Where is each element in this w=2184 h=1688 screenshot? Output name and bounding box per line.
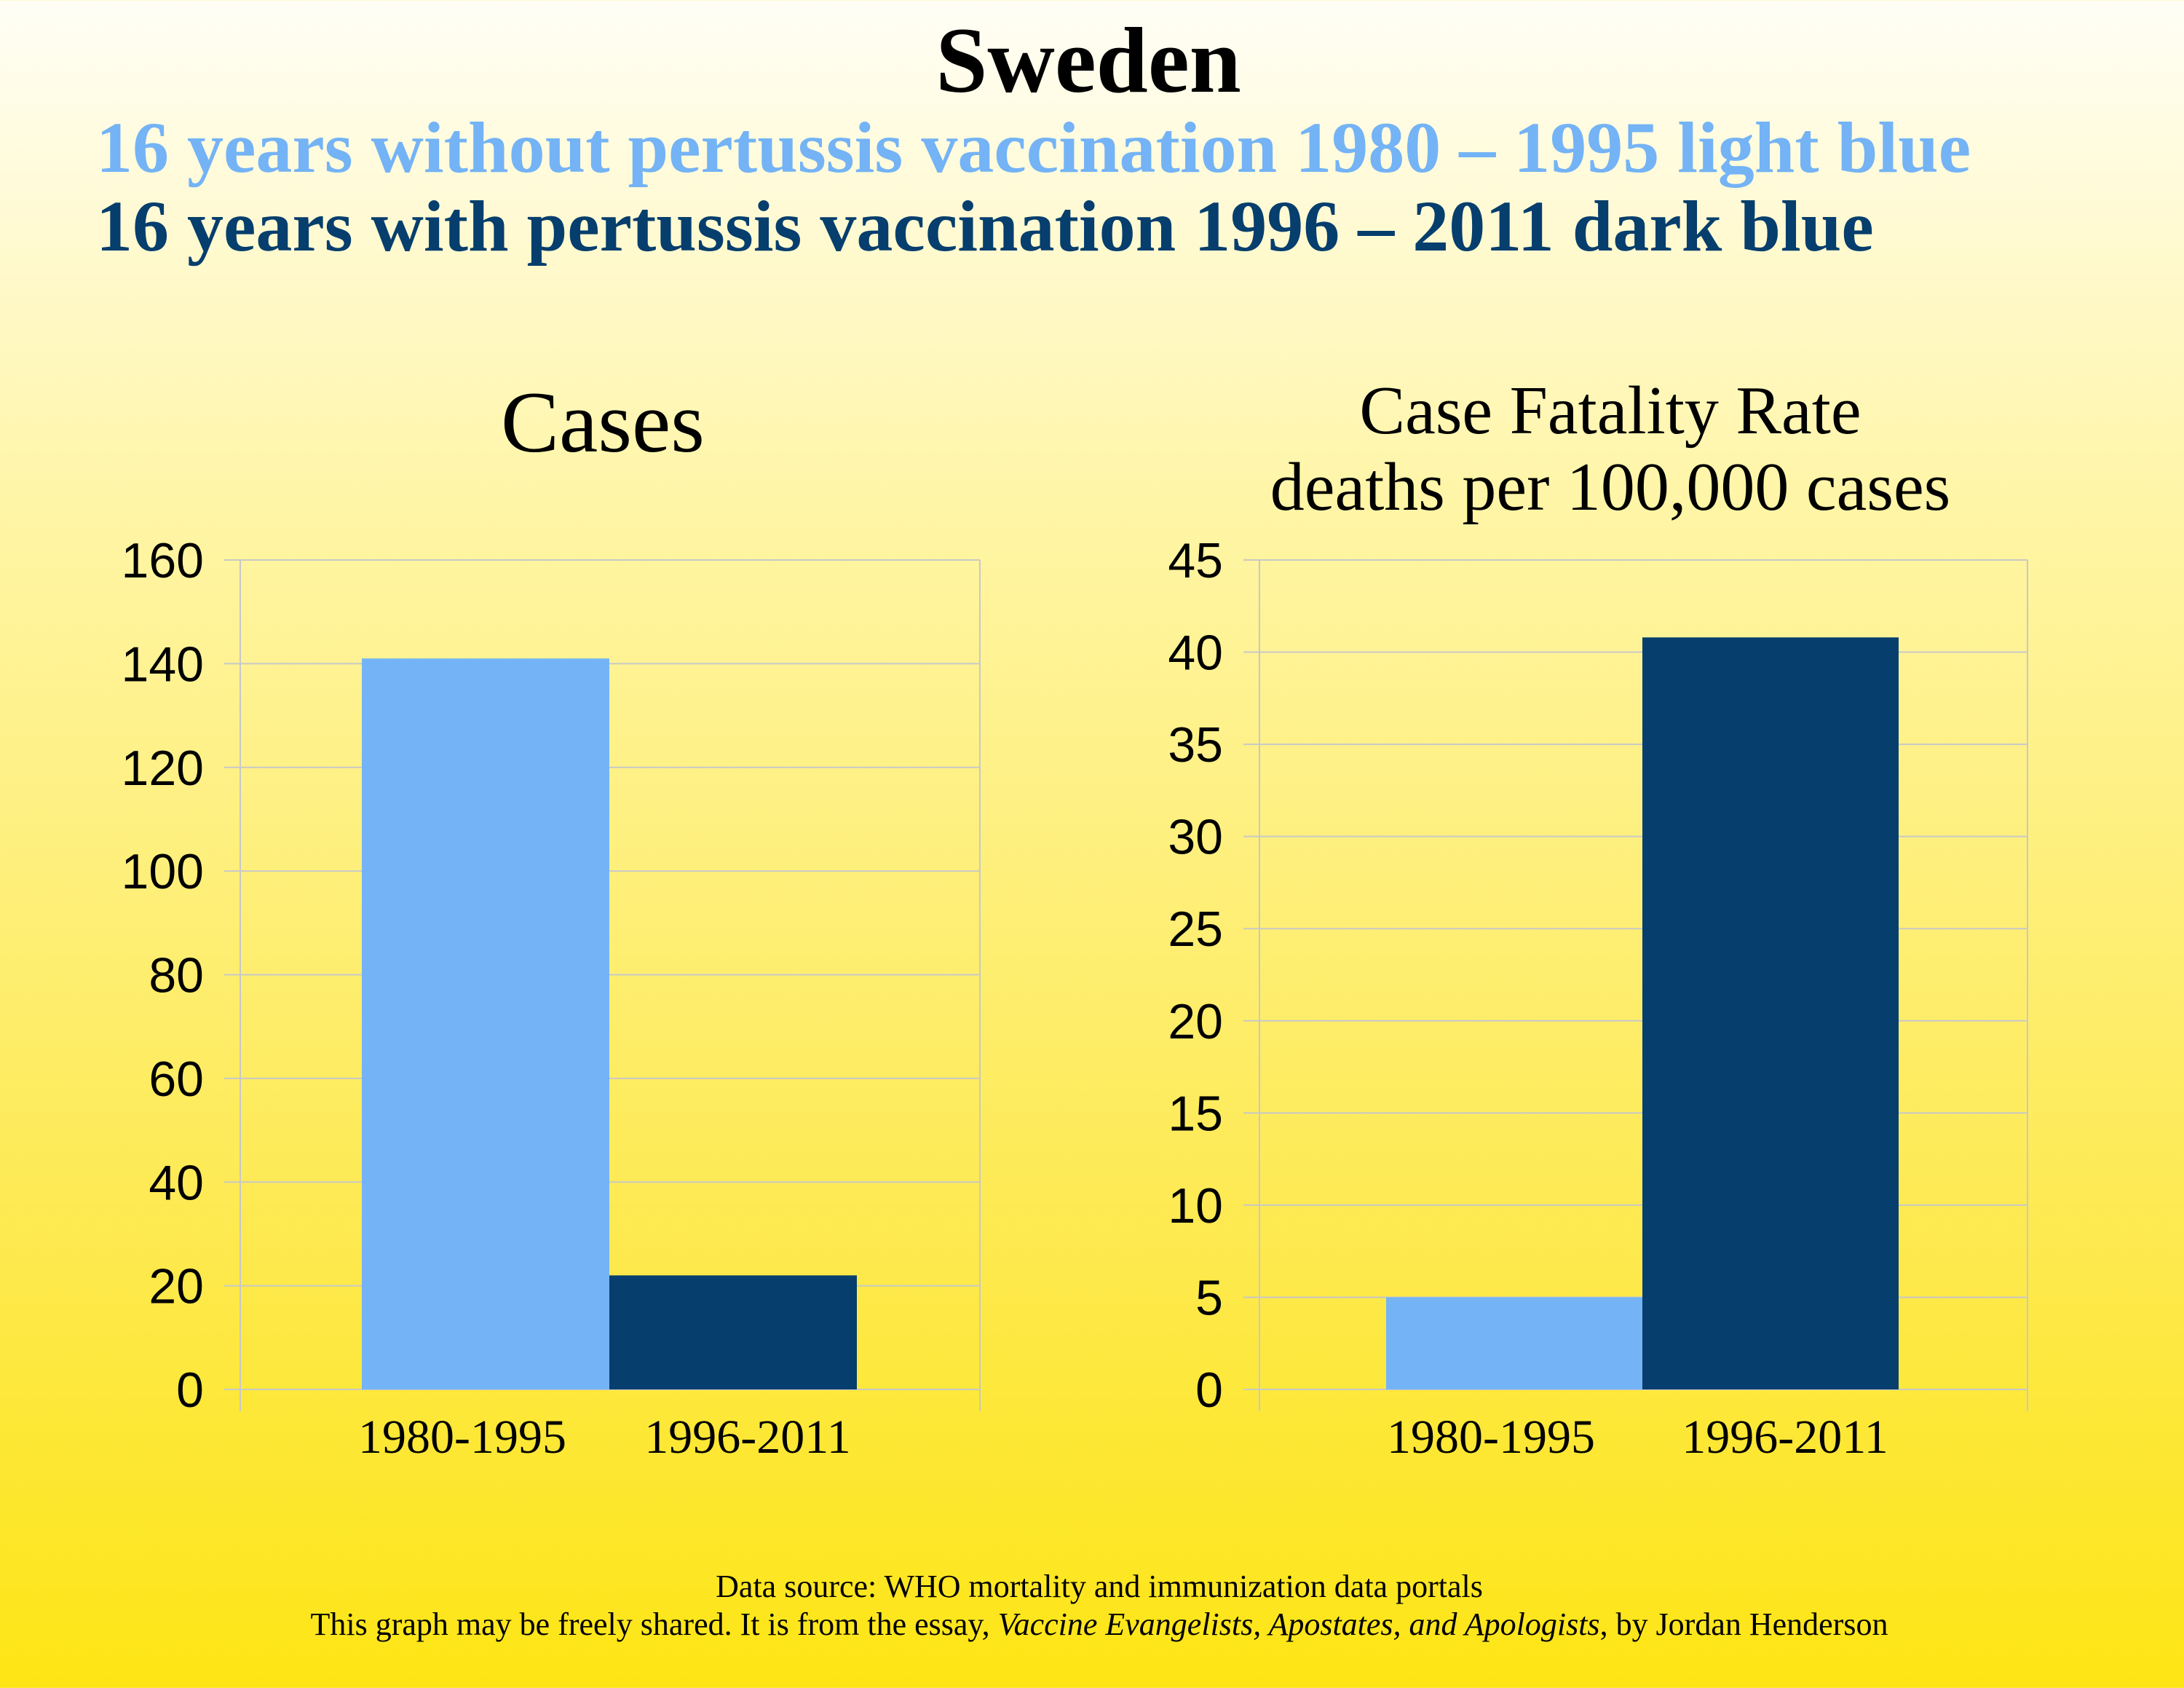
y-tick-label: 30 xyxy=(1168,810,1223,865)
y-tick-label: 140 xyxy=(122,636,204,692)
bar-1980-1995 xyxy=(1386,1297,1642,1389)
y-tick-label: 40 xyxy=(149,1155,204,1210)
y-tick-label: 20 xyxy=(149,1259,204,1314)
essay-title: Vaccine Evangelists, Apostates, and Apol… xyxy=(997,1606,1600,1642)
chart-title-line: deaths per 100,000 cases xyxy=(1270,449,1951,525)
y-tick-label: 0 xyxy=(176,1362,204,1418)
x-tick-label: 1980-1995 xyxy=(358,1411,566,1464)
sharing-note: This graph may be freely shared. It is f… xyxy=(0,1606,2184,1643)
sharing-note-suffix: , by Jordan Henderson xyxy=(1599,1606,1888,1642)
y-tick-label: 80 xyxy=(149,948,204,1003)
y-tick-label: 0 xyxy=(1195,1362,1223,1418)
y-tick-label: 20 xyxy=(1168,994,1223,1049)
y-tick-label: 15 xyxy=(1168,1086,1223,1141)
chart-1: Cases 0 20 40 60 80 100 120 140 160 1980-1995 1996-… xyxy=(122,374,981,1464)
y-tick-label: 100 xyxy=(122,844,204,899)
x-tick-label: 1996-2011 xyxy=(1682,1411,1888,1464)
x-tick-label: 1996-2011 xyxy=(644,1411,851,1464)
page-title: Sweden xyxy=(935,9,1241,112)
chart-title-line: Cases xyxy=(501,374,705,470)
subtitle-light-blue: 16 years without pertussis vaccination 1… xyxy=(96,107,1971,188)
y-tick-label: 40 xyxy=(1168,626,1223,681)
bar-1996-2011 xyxy=(609,1275,857,1389)
y-tick-label: 10 xyxy=(1168,1178,1223,1234)
x-tick-label: 1980-1995 xyxy=(1387,1411,1595,1464)
data-source-note: Data source: WHO mortality and immunizat… xyxy=(716,1569,1483,1604)
y-tick-label: 160 xyxy=(122,533,204,588)
chart-title-line: Case Fatality Rate xyxy=(1359,373,1861,449)
y-tick-label: 60 xyxy=(149,1052,204,1107)
subtitle-dark-blue: 16 years with pertussis vaccination 1996… xyxy=(96,186,1874,267)
bar-1996-2011 xyxy=(1642,637,1899,1389)
bar-1980-1995 xyxy=(362,658,609,1389)
y-tick-label: 120 xyxy=(122,741,204,796)
y-tick-label: 45 xyxy=(1168,533,1223,588)
sharing-note-prefix: This graph may be freely shared. It is f… xyxy=(310,1606,998,1642)
y-tick-label: 35 xyxy=(1168,717,1223,773)
y-tick-label: 25 xyxy=(1168,902,1223,957)
y-tick-label: 5 xyxy=(1195,1270,1223,1325)
